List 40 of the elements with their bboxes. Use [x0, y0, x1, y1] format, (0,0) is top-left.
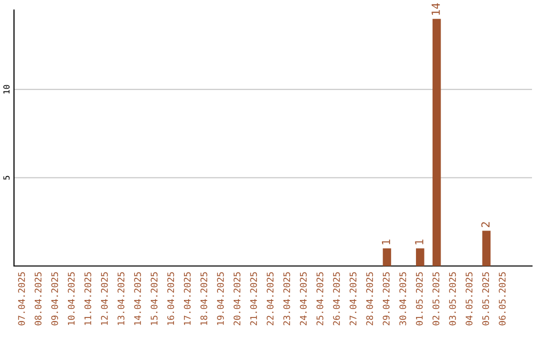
- x-tick-label: 11.04.2025: [84, 272, 92, 325]
- data-label: 14: [432, 3, 440, 15]
- x-tick-label: 03.05.2025: [449, 272, 456, 326]
- x-tick-label: 02.05.2025: [432, 272, 440, 326]
- x-tick-label: 15.04.2025: [150, 272, 158, 325]
- x-tick-label: 21.04.2025: [250, 272, 257, 326]
- x-tick-label: 26.04.2025: [333, 272, 340, 326]
- x-tick-label: 27.04.2025: [350, 272, 356, 326]
- x-tick-label: 13.04.2025: [118, 272, 124, 325]
- x-tick-label: 30.04.2025: [399, 272, 406, 326]
- bar: [482, 230, 491, 266]
- bar: [432, 18, 441, 266]
- y-tick-label: 5: [3, 176, 10, 180]
- x-tick-label: 01.05.2025: [416, 272, 423, 326]
- x-tick-label: 16.04.2025: [167, 272, 174, 325]
- x-tick-label: 09.04.2025: [51, 272, 58, 326]
- bar: [416, 248, 424, 266]
- x-tick-label: 23.04.2025: [283, 272, 290, 326]
- x-tick-label: 25.04.2025: [316, 272, 324, 326]
- x-tick-label: 22.04.2025: [266, 272, 274, 326]
- x-tick-label: 28.04.2025: [366, 272, 374, 326]
- data-label: 2: [481, 222, 490, 228]
- bar: [382, 248, 392, 266]
- x-tick-label: 14.04.2025: [134, 272, 141, 325]
- x-tick-label: 29.04.2025: [382, 272, 390, 326]
- x-tick-label: 06.05.2025: [498, 272, 506, 326]
- x-tick-label: 24.04.2025: [300, 272, 307, 326]
- x-tick-label: 12.04.2025: [100, 272, 108, 325]
- x-tick-label: 20.04.2025: [234, 272, 240, 326]
- x-tick-label: 05.05.2025: [482, 272, 490, 326]
- x-tick-label: 08.04.2025: [34, 272, 42, 326]
- data-label: 1: [382, 240, 390, 244]
- x-tick-label: 10.04.2025: [68, 272, 75, 325]
- x-tick-label: 17.04.2025: [184, 272, 191, 325]
- x-tick-label: 19.04.2025: [217, 272, 224, 325]
- x-tick-label: 07.04.2025: [18, 272, 25, 326]
- y-tick-label: 10: [3, 84, 10, 94]
- data-label: 1: [415, 240, 424, 244]
- x-tick-label: 18.04.2025: [200, 272, 208, 325]
- x-tick-label: 04.05.2025: [466, 272, 472, 326]
